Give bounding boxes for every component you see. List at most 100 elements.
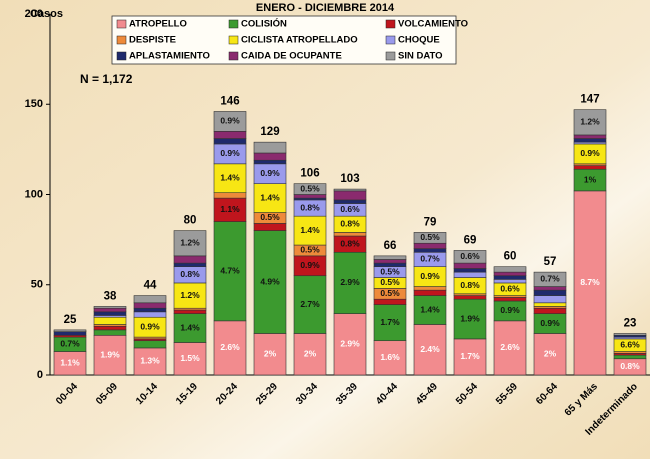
bar-segment <box>453 295 487 300</box>
segment-label: 0.9% <box>500 305 520 315</box>
legend-label: COLISIÓN <box>241 18 287 30</box>
segment-label: 1.9% <box>100 349 120 359</box>
bar-segment <box>93 306 127 309</box>
total-label: 23 <box>624 318 637 330</box>
legend-swatch <box>385 51 396 61</box>
bar-segment <box>293 275 327 334</box>
bar-segment <box>93 307 127 313</box>
bar-segment <box>413 289 447 296</box>
bar-segment <box>53 331 87 336</box>
bar-segment <box>333 190 367 201</box>
bar-segment <box>293 183 327 195</box>
segment-label: 2.9% <box>340 277 360 287</box>
segment-label: 1.2% <box>580 117 600 127</box>
segment-label: 0.6% <box>500 284 520 294</box>
segment-label: 0.5% <box>300 183 320 193</box>
bar-segment <box>453 262 487 269</box>
legend-swatch <box>116 35 127 45</box>
bar-segment <box>413 248 447 253</box>
total-label: 146 <box>220 96 239 108</box>
bar-segment <box>573 109 607 136</box>
legend-swatch <box>385 19 396 29</box>
segment-label: 6.6% <box>620 339 640 349</box>
bar-segment <box>213 138 247 145</box>
segment-label: 2% <box>544 348 557 358</box>
segment-label: 1.2% <box>180 290 200 300</box>
segment-label: 0.9% <box>300 260 320 270</box>
bar-segment <box>133 307 167 313</box>
segment-label: 1.2% <box>180 237 200 247</box>
bar-segment <box>213 221 247 322</box>
segment-label: 0.8% <box>180 269 200 279</box>
segment-label: 0.5% <box>260 212 280 222</box>
total-label: 79 <box>424 216 437 228</box>
legend-swatch <box>228 51 239 61</box>
legend-label: SIN DATO <box>398 51 443 62</box>
segment-label: 2.6% <box>500 342 520 352</box>
segment-label: 0.5% <box>380 277 400 287</box>
bar-segment <box>93 325 127 331</box>
segment-label: 1.4% <box>260 192 280 202</box>
segment-label: 0.5% <box>380 266 400 276</box>
bar-segment <box>173 230 207 257</box>
bar-segment <box>253 223 287 231</box>
segment-label: 1.7% <box>380 317 400 327</box>
segment-label: 0.9% <box>420 271 440 281</box>
segment-label: 2% <box>264 348 277 358</box>
y-tick-label: 100 <box>25 188 43 200</box>
segment-label: 1.6% <box>380 352 400 362</box>
bar-segment <box>213 131 247 139</box>
segment-label: 1.7% <box>460 351 480 361</box>
segment-label: 0.8% <box>460 280 480 290</box>
bar-segment <box>93 329 127 336</box>
bar-segment <box>333 232 367 237</box>
total-label: 103 <box>340 173 359 185</box>
segment-label: 1.4% <box>180 322 200 332</box>
bar-segment <box>373 262 407 267</box>
bar-segment <box>133 302 167 309</box>
bar-segment <box>213 192 247 199</box>
bar-segment <box>533 289 567 296</box>
bar-segment <box>253 159 287 165</box>
total-label: 44 <box>144 280 157 292</box>
bar-segment <box>213 320 247 376</box>
bar-segment <box>173 309 207 314</box>
bar-segment <box>413 232 447 244</box>
bar-segment <box>333 251 367 314</box>
bar-segment <box>133 347 167 376</box>
bar-segment <box>333 313 367 376</box>
legend-label: DESPISTE <box>129 35 176 46</box>
bar-segment <box>293 333 327 376</box>
bar-segment <box>53 329 87 332</box>
bar-segment <box>253 152 287 161</box>
bar-segment <box>253 230 287 334</box>
bar-segment <box>533 333 567 376</box>
total-label: 60 <box>504 251 517 263</box>
legend-label: CHOQUE <box>398 35 440 46</box>
total-label: 106 <box>300 168 319 180</box>
bar-segment <box>133 340 167 349</box>
bar-segment <box>533 307 567 314</box>
legend-label: VOLCAMIENTO <box>398 19 468 30</box>
total-label: 57 <box>544 256 557 268</box>
segment-label: 0.9% <box>140 321 160 331</box>
segment-label: 0.8% <box>340 219 360 229</box>
segment-label: 0.5% <box>300 245 320 255</box>
bar-segment <box>173 255 207 264</box>
segment-label: 0.7% <box>420 254 440 264</box>
segment-label: 0.9% <box>540 318 560 328</box>
total-label: 80 <box>184 215 197 227</box>
segment-label: 2.6% <box>220 342 240 352</box>
total-label: 38 <box>104 290 117 302</box>
total-label: 69 <box>464 234 477 246</box>
bar-segment <box>613 354 647 360</box>
bar-segment <box>333 188 367 192</box>
bar-segment <box>573 190 607 376</box>
segment-label: 0.7% <box>540 274 560 284</box>
legend-swatch <box>228 19 239 29</box>
segment-label: 2.7% <box>300 299 320 309</box>
legend-label: CAIDA DE OCUPANTE <box>241 51 342 62</box>
segment-label: 0.9% <box>260 168 280 178</box>
segment-label: 1.1% <box>60 358 80 368</box>
